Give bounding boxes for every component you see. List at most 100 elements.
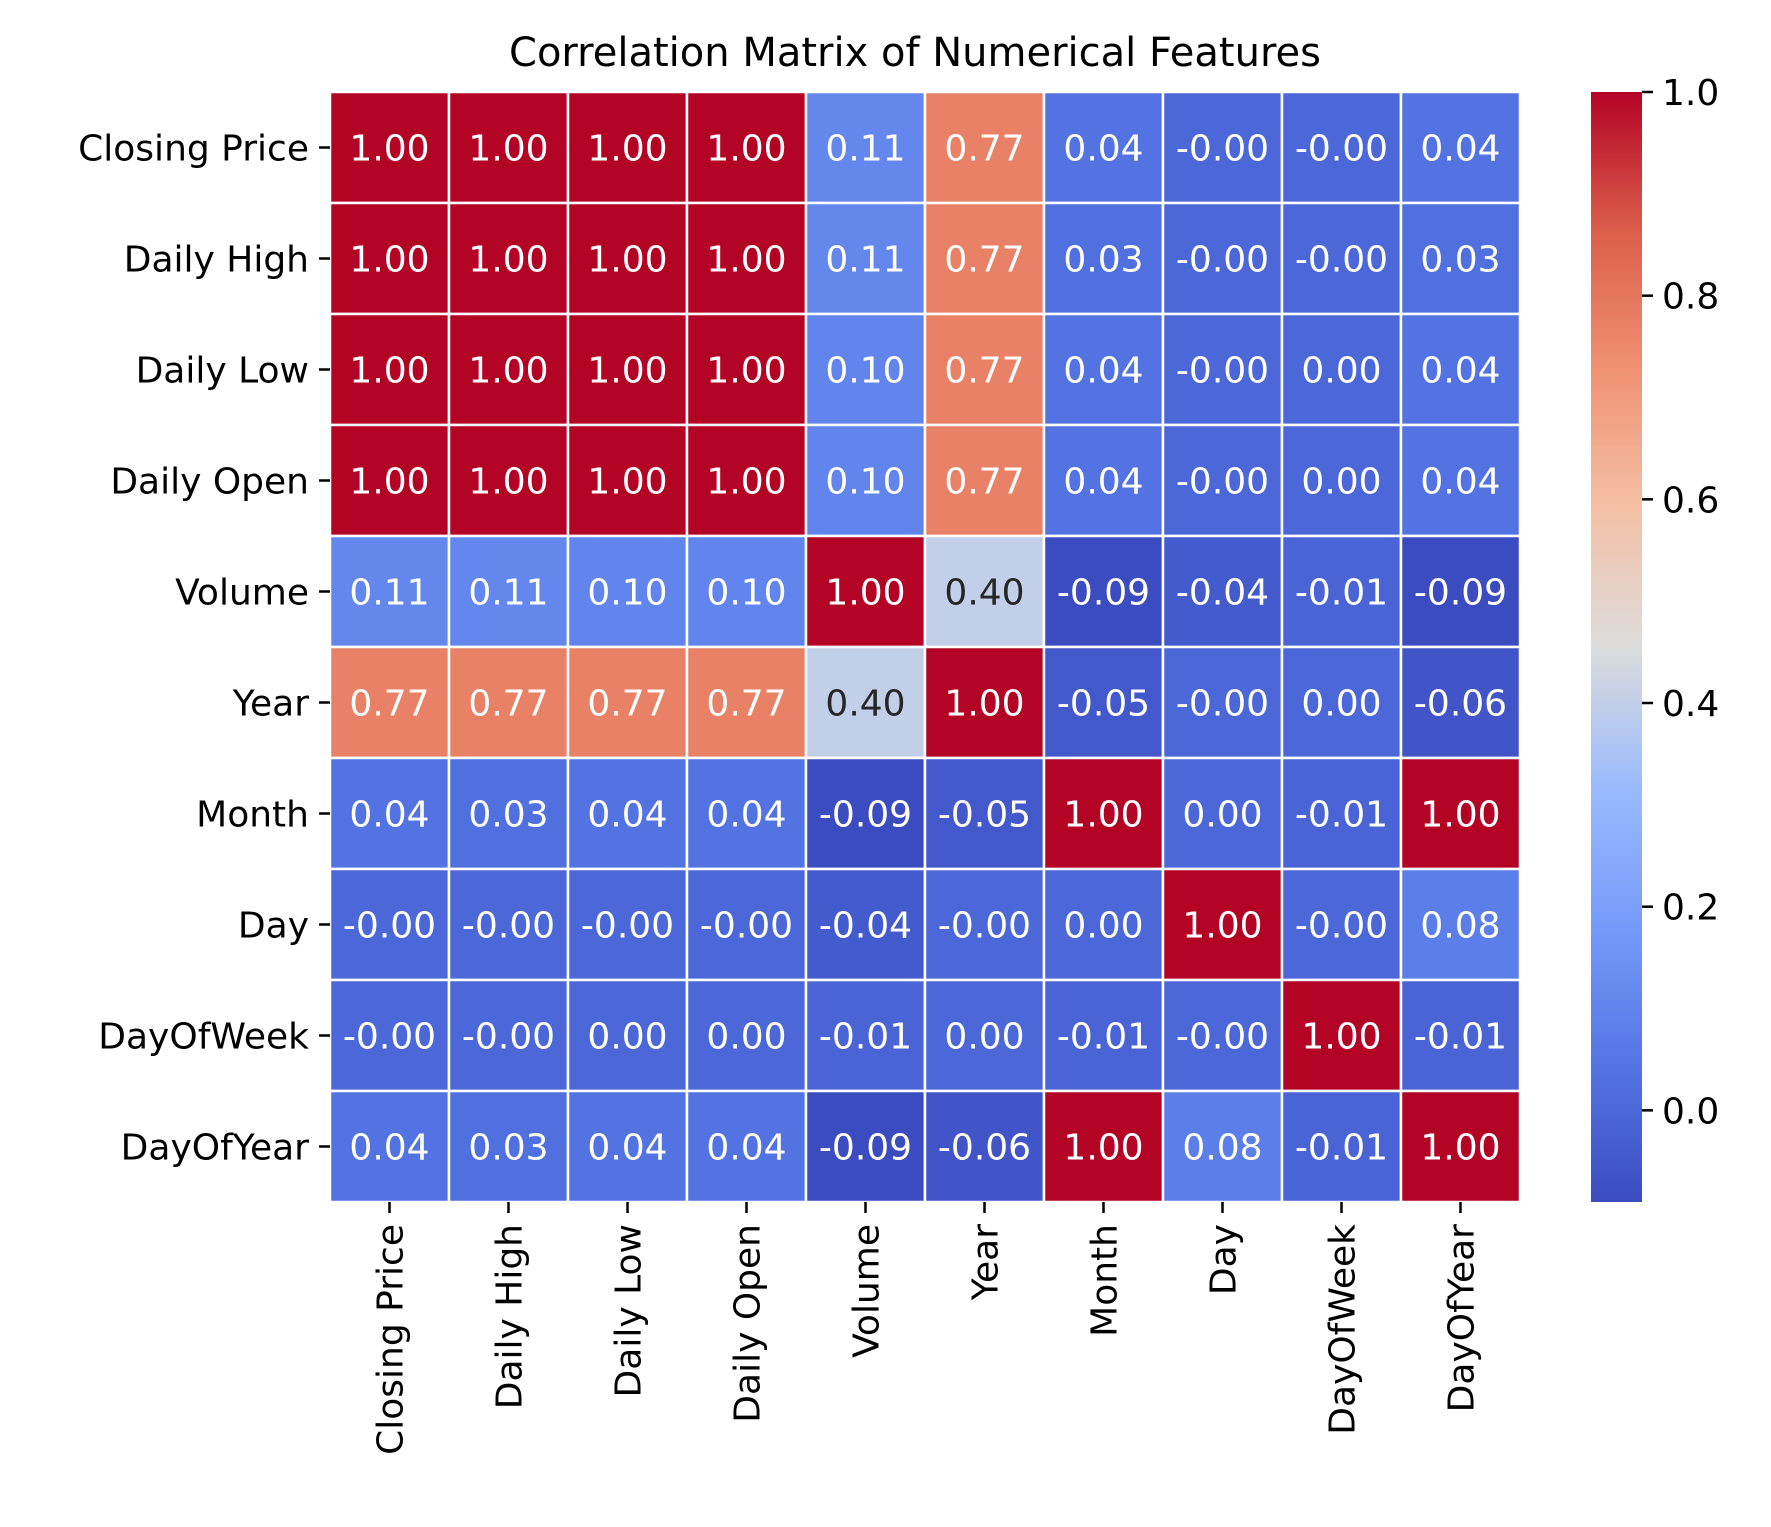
heatmap-cell bbox=[566, 312, 689, 427]
cell-value-label: 0.40 bbox=[825, 684, 905, 725]
heatmap-cell bbox=[685, 201, 808, 316]
heatmap-cell bbox=[328, 312, 451, 427]
heatmap-cell bbox=[566, 1089, 689, 1204]
cell-value-label: 0.77 bbox=[349, 684, 429, 725]
heatmap-cell bbox=[447, 312, 570, 427]
heatmap-cell bbox=[447, 645, 570, 760]
cell-value-label: 0.03 bbox=[468, 1128, 548, 1169]
cell-value-label: -0.05 bbox=[938, 795, 1031, 836]
cell-value-label: 1.00 bbox=[1182, 906, 1262, 947]
colorbar-tick-label: 0.8 bbox=[1662, 277, 1719, 318]
heatmap-cell bbox=[804, 201, 927, 316]
heatmap-cell bbox=[923, 312, 1046, 427]
heatmap-cell bbox=[447, 756, 570, 871]
cell-value-label: 0.11 bbox=[825, 240, 905, 281]
heatmap-cell bbox=[685, 1089, 808, 1204]
cell-value-label: 0.00 bbox=[1301, 351, 1381, 392]
heatmap-cell bbox=[447, 978, 570, 1093]
heatmap-cell bbox=[328, 1089, 451, 1204]
heatmap-cell bbox=[1280, 423, 1403, 538]
cell-value-label: 0.77 bbox=[944, 129, 1024, 170]
heatmap-cell bbox=[566, 867, 689, 982]
cell-value-label: -0.00 bbox=[1176, 462, 1269, 503]
cell-value-label: 0.11 bbox=[349, 573, 429, 614]
heatmap-cell bbox=[1399, 867, 1522, 982]
cell-value-label: -0.09 bbox=[819, 1128, 912, 1169]
cell-value-label: 1.00 bbox=[1063, 795, 1143, 836]
cell-value-label: 0.03 bbox=[1063, 240, 1143, 281]
column-tick-label: Month bbox=[1085, 1224, 1126, 1337]
colorbar-gradient bbox=[1591, 92, 1642, 1202]
heatmap-cell bbox=[328, 423, 451, 538]
heatmap-cell bbox=[685, 312, 808, 427]
cell-value-label: -0.01 bbox=[1295, 795, 1388, 836]
colorbar-tick-label: 1.0 bbox=[1662, 73, 1719, 114]
column-tick-label: DayOfWeek bbox=[1323, 1224, 1364, 1435]
heatmap-cell bbox=[923, 645, 1046, 760]
column-tick-label: Volume bbox=[847, 1224, 888, 1358]
cell-value-label: 0.04 bbox=[706, 795, 786, 836]
cell-value-label: 1.00 bbox=[1420, 795, 1500, 836]
cell-value-label: -0.05 bbox=[1057, 684, 1150, 725]
cell-value-label: -0.00 bbox=[1295, 906, 1388, 947]
cell-value-label: -0.00 bbox=[343, 906, 436, 947]
cell-value-label: 1.00 bbox=[1420, 1128, 1500, 1169]
heatmap-cell bbox=[328, 90, 451, 205]
heatmap-cells: 1.00 1.00 1.00 1.00 0.11 0.77 0.04 -0.00 -0.00 0.… bbox=[328, 90, 1522, 1204]
column-axis: Closing Price Daily High Daily Low Daily Op… bbox=[371, 1202, 1483, 1455]
cell-value-label: 1.00 bbox=[825, 573, 905, 614]
column-tick-label: Day bbox=[1204, 1224, 1245, 1295]
cell-value-label: 1.00 bbox=[1063, 1128, 1143, 1169]
column-tick-label: Year bbox=[966, 1224, 1007, 1301]
cell-value-label: 1.00 bbox=[944, 684, 1024, 725]
heatmap-cell bbox=[1399, 1089, 1522, 1204]
column-tick-label: DayOfYear bbox=[1442, 1224, 1483, 1413]
cell-value-label: 1.00 bbox=[349, 129, 429, 170]
cell-value-label: 0.00 bbox=[1182, 795, 1262, 836]
cell-value-label: 0.00 bbox=[1301, 684, 1381, 725]
heatmap-cell bbox=[923, 534, 1046, 649]
heatmap-cell bbox=[447, 90, 570, 205]
cell-value-label: 0.10 bbox=[825, 462, 905, 503]
row-tick-label: Day bbox=[238, 906, 309, 947]
colorbar-tick-label: 0.6 bbox=[1662, 480, 1719, 521]
heatmap-cell bbox=[1280, 645, 1403, 760]
cell-value-label: -0.04 bbox=[1176, 573, 1269, 614]
cell-value-label: -0.00 bbox=[1176, 240, 1269, 281]
cell-value-label: -0.09 bbox=[1057, 573, 1150, 614]
cell-value-label: -0.00 bbox=[1176, 129, 1269, 170]
heatmap-cell bbox=[566, 756, 689, 871]
cell-value-label: 1.00 bbox=[587, 240, 667, 281]
heatmap-cell bbox=[685, 645, 808, 760]
cell-value-label: 1.00 bbox=[706, 240, 786, 281]
heatmap-cell bbox=[1042, 534, 1165, 649]
heatmap-cell bbox=[1280, 1089, 1403, 1204]
cell-value-label: -0.06 bbox=[1414, 684, 1507, 725]
cell-value-label: 0.77 bbox=[944, 351, 1024, 392]
heatmap-cell bbox=[685, 756, 808, 871]
heatmap-cell bbox=[1161, 645, 1284, 760]
cell-value-label: -0.00 bbox=[938, 906, 1031, 947]
cell-value-label: -0.06 bbox=[938, 1128, 1031, 1169]
colorbar-tick-label: 0.2 bbox=[1662, 888, 1719, 929]
cell-value-label: 0.77 bbox=[944, 240, 1024, 281]
heatmap-cell bbox=[1161, 423, 1284, 538]
cell-value-label: -0.00 bbox=[1176, 684, 1269, 725]
cell-value-label: 0.10 bbox=[706, 573, 786, 614]
row-tick-label: Closing Price bbox=[78, 129, 309, 170]
heatmap-cell bbox=[1042, 201, 1165, 316]
cell-value-label: -0.00 bbox=[1295, 129, 1388, 170]
column-tick-label: Daily Open bbox=[728, 1224, 769, 1423]
heatmap-cell bbox=[1399, 534, 1522, 649]
heatmap-cell bbox=[1161, 867, 1284, 982]
heatmap-cell bbox=[1399, 978, 1522, 1093]
cell-value-label: 0.04 bbox=[1420, 129, 1500, 170]
cell-value-label: 1.00 bbox=[468, 462, 548, 503]
cell-value-label: -0.00 bbox=[462, 906, 555, 947]
heatmap-cell bbox=[1280, 90, 1403, 205]
heatmap-cell bbox=[447, 1089, 570, 1204]
cell-value-label: 0.04 bbox=[1063, 462, 1143, 503]
column-tick-label: Daily Low bbox=[609, 1224, 650, 1397]
row-tick-label: Daily Low bbox=[136, 351, 309, 392]
cell-value-label: 1.00 bbox=[706, 129, 786, 170]
